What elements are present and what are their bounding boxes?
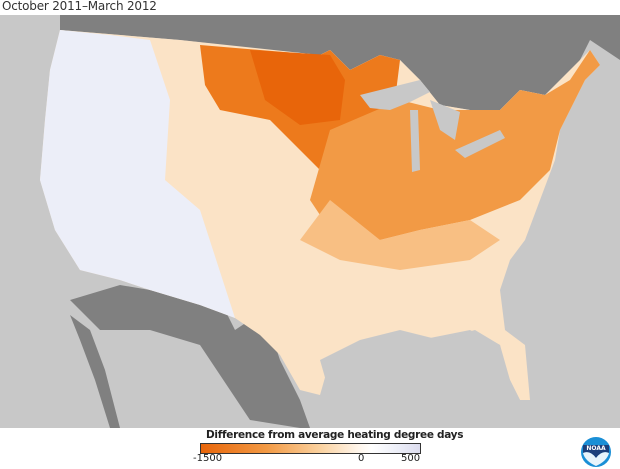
svg-text:NOAA: NOAA bbox=[586, 445, 606, 452]
west-region bbox=[40, 30, 235, 318]
dakotas-core bbox=[250, 50, 345, 125]
heating-degree-days-map bbox=[0, 15, 620, 428]
gulf-of-mexico bbox=[320, 330, 520, 428]
lake-huron bbox=[430, 100, 460, 140]
legend-title: Difference from average heating degree d… bbox=[206, 429, 464, 441]
central-band bbox=[300, 200, 500, 270]
legend-max-label: 500 bbox=[401, 453, 421, 464]
canada-land bbox=[60, 15, 620, 110]
lake-erie bbox=[455, 130, 505, 158]
great-lakes bbox=[360, 80, 430, 110]
legend-color-bar bbox=[200, 443, 421, 454]
baja bbox=[70, 315, 120, 428]
legend-min-label: -1500 bbox=[193, 453, 223, 464]
noaa-logo-icon: NOAA bbox=[581, 437, 611, 467]
lake-michigan bbox=[410, 110, 420, 172]
map-title: October 2011–March 2012 bbox=[2, 0, 157, 13]
midwest-region bbox=[310, 50, 600, 240]
legend-zero-label: 0 bbox=[358, 453, 365, 464]
map-svg bbox=[40, 15, 620, 428]
